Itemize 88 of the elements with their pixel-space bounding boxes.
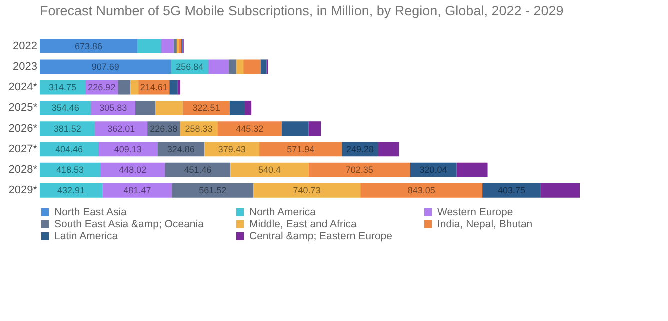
data-label: 445.32 xyxy=(236,124,264,134)
bar xyxy=(174,39,177,54)
bar xyxy=(253,183,361,198)
legend-label: Latin America xyxy=(54,230,118,242)
y-tick-label: 2024* xyxy=(8,82,38,94)
bar xyxy=(308,162,410,178)
bar xyxy=(178,80,180,95)
bar xyxy=(229,60,236,74)
y-tick-label: 2025* xyxy=(8,102,38,114)
bar xyxy=(245,100,252,116)
y-tick-label: 2023 xyxy=(13,60,38,73)
bar xyxy=(137,39,162,54)
bar xyxy=(172,183,254,198)
data-label: 409.13 xyxy=(114,144,142,154)
data-label: 322.51 xyxy=(192,103,220,114)
bar xyxy=(161,39,174,54)
data-label: 673.86 xyxy=(74,41,102,52)
data-label: 354.46 xyxy=(52,103,80,114)
y-tick-label: 2022 xyxy=(13,40,38,52)
bar xyxy=(156,100,184,116)
data-label: 324.86 xyxy=(167,144,195,154)
bar xyxy=(260,142,342,157)
data-label: 362.01 xyxy=(108,124,136,134)
data-label: 481.47 xyxy=(124,186,152,196)
bar xyxy=(136,100,156,116)
bar xyxy=(482,183,541,198)
data-label: 249.28 xyxy=(346,144,374,154)
bar xyxy=(230,162,309,178)
y-tick-label: 2027* xyxy=(8,143,38,156)
bar xyxy=(40,60,172,74)
bar xyxy=(230,100,246,116)
y-tick-label: 2029* xyxy=(8,184,38,197)
data-label: 702.35 xyxy=(346,165,374,176)
bar xyxy=(40,162,101,178)
bar xyxy=(40,183,103,198)
legend-label: North America xyxy=(250,206,316,218)
bar xyxy=(40,142,98,157)
bar xyxy=(208,60,230,74)
data-label: 381.52 xyxy=(54,124,82,134)
data-label: 226.38 xyxy=(150,124,178,134)
data-label: 256.84 xyxy=(176,62,204,72)
bar xyxy=(178,39,182,54)
legend-label: Western Europe xyxy=(438,206,514,218)
bar xyxy=(118,80,131,95)
legend-label: Middle, East and Africa xyxy=(250,218,358,230)
data-label: 448.02 xyxy=(119,165,147,176)
data-label: 740.73 xyxy=(293,186,321,196)
data-label: 403.75 xyxy=(498,186,526,196)
bar xyxy=(165,162,231,178)
bar xyxy=(218,122,282,136)
bar xyxy=(244,60,261,74)
data-label: 451.46 xyxy=(184,165,212,176)
chart-title: Forecast Number of 5G Mobile Subscriptions, in Million, by Region, Global, 2022 - 2029 xyxy=(40,4,564,18)
bar xyxy=(378,142,400,157)
bar xyxy=(170,80,178,95)
bar xyxy=(100,162,166,178)
data-label: 226.92 xyxy=(88,82,116,93)
bar xyxy=(308,122,322,136)
data-label: 214.61 xyxy=(140,82,168,93)
bar xyxy=(360,183,483,198)
bar xyxy=(130,80,139,95)
legend-label: North East Asia xyxy=(54,206,128,218)
y-tick-label: 2028* xyxy=(8,164,38,176)
bar xyxy=(102,183,172,198)
data-label: 571.94 xyxy=(287,144,315,154)
legend-label: Central &amp; Eastern Europe xyxy=(250,230,393,242)
data-label: 314.75 xyxy=(48,82,77,93)
data-label: 404.46 xyxy=(55,144,84,154)
data-label: 843.05 xyxy=(408,186,436,196)
bar xyxy=(236,60,244,74)
bar xyxy=(98,142,158,157)
bar xyxy=(40,39,138,54)
bar xyxy=(260,60,267,74)
data-label: 258.33 xyxy=(185,124,213,134)
y-tick-label: 2026* xyxy=(8,122,38,135)
data-label: 540.4 xyxy=(258,165,281,176)
bar xyxy=(540,183,580,198)
bar xyxy=(282,122,309,136)
legend-label: South East Asia &amp; Oceania xyxy=(54,218,204,230)
data-label: 379.43 xyxy=(218,144,246,154)
data-label: 418.53 xyxy=(56,165,84,176)
data-label: 432.91 xyxy=(58,186,86,196)
bar xyxy=(456,162,488,178)
data-label: 320.04 xyxy=(420,165,448,176)
data-label: 305.83 xyxy=(100,103,128,114)
legend-label: India, Nepal, Bhutan xyxy=(438,218,533,230)
data-label: 561.52 xyxy=(199,186,227,196)
data-label: 907.69 xyxy=(92,62,120,72)
